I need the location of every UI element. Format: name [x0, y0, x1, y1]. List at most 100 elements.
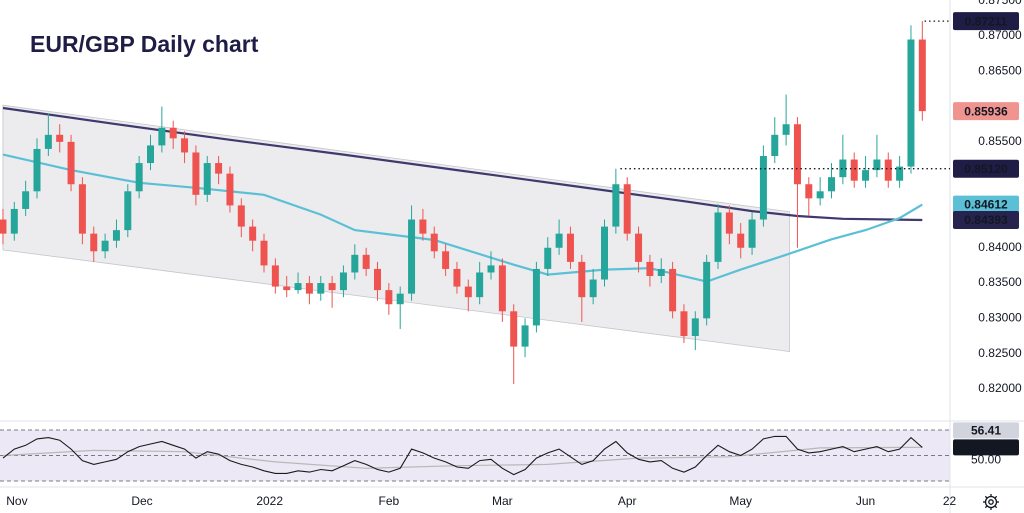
- x-tick-label: Dec: [131, 494, 152, 508]
- rsi-tick-label: 50.00: [971, 453, 1001, 467]
- x-tick-label: Feb: [379, 494, 400, 508]
- candle-body: [907, 39, 915, 167]
- price-badge-label: 0.84612: [964, 198, 1008, 212]
- candle-body: [249, 226, 257, 241]
- candle-body: [22, 191, 30, 209]
- candle-body: [601, 226, 609, 280]
- candle-body: [532, 268, 540, 326]
- candle-body: [56, 134, 64, 142]
- price-badge-label: 0.84393: [964, 213, 1008, 227]
- candle-body: [158, 127, 166, 146]
- rsi-pane: [0, 429, 950, 482]
- candle-body: [737, 233, 745, 248]
- candle-body: [408, 219, 416, 294]
- y-tick-label: 0.85500: [978, 134, 1022, 148]
- axis-layer: 0.87500 0.87000 0.86500 0.85500 0.84000 0.835…: [6, 0, 1022, 508]
- candle-body: [555, 233, 563, 248]
- rsi-badge: [953, 422, 1019, 439]
- y-tick-label: 0.84000: [978, 240, 1022, 254]
- candle-body: [215, 163, 223, 174]
- candle-body: [317, 283, 325, 294]
- x-tick-label: May: [729, 494, 752, 508]
- candle-body: [612, 184, 620, 227]
- candle-body: [169, 127, 177, 139]
- x-tick-label: Jun: [856, 494, 875, 508]
- candle-body: [464, 286, 472, 298]
- candle-body: [793, 124, 801, 185]
- candle-body: [771, 134, 779, 156]
- y-tick-label: 0.86500: [978, 63, 1022, 77]
- candle-body: [396, 293, 404, 305]
- rsi-badge-label: 56.41: [971, 424, 1001, 438]
- candle-body: [850, 159, 858, 181]
- candle-body: [521, 325, 529, 347]
- candle-body: [862, 170, 870, 181]
- candle-body: [759, 156, 767, 220]
- candle-body: [510, 311, 518, 347]
- y-tick-label: 0.87000: [978, 28, 1022, 42]
- channel: [2, 104, 790, 352]
- candle-body: [419, 219, 427, 234]
- candle-body: [725, 212, 733, 234]
- x-tick-label: Mar: [492, 494, 513, 508]
- candle-body: [442, 251, 450, 269]
- price-pane: [0, 21, 926, 384]
- candle-body: [430, 233, 438, 252]
- candle-body: [896, 166, 904, 181]
- candle-body: [657, 268, 665, 276]
- candle-body: [816, 191, 824, 199]
- price-badge: [953, 211, 1019, 230]
- y-tick-label: 0.83500: [978, 275, 1022, 289]
- candle-body: [181, 138, 189, 153]
- candle-body: [294, 283, 302, 291]
- candle-body: [67, 141, 75, 185]
- candle-body: [135, 163, 143, 192]
- price-badge: [953, 159, 1019, 178]
- candle-body: [192, 152, 200, 195]
- price-badge: [953, 195, 1019, 214]
- candle-body: [669, 268, 677, 312]
- x-tick-label: Nov: [6, 494, 27, 508]
- rsi-badge: [953, 439, 1019, 456]
- candle-body: [226, 173, 234, 206]
- candle-body: [566, 233, 574, 262]
- candle-body: [203, 163, 211, 195]
- candle-body: [351, 254, 359, 273]
- candle-body: [362, 254, 370, 269]
- candle-body: [589, 279, 597, 298]
- candle-body: [782, 124, 790, 135]
- candle-body: [90, 233, 98, 252]
- candle-body: [748, 219, 756, 248]
- rsi-signal: [2, 446, 923, 469]
- y-tick-label: 0.82000: [978, 381, 1022, 395]
- candle-body: [147, 145, 155, 164]
- candle-body: [476, 272, 484, 298]
- candle-body: [918, 39, 926, 112]
- candle-body: [578, 261, 586, 298]
- candle-body: [385, 290, 393, 305]
- candle-body: [691, 318, 699, 336]
- x-tick-label: Apr: [618, 494, 637, 508]
- candle-body: [544, 247, 552, 269]
- candle-body: [884, 159, 892, 181]
- candle-body: [374, 268, 382, 291]
- candle-body: [33, 148, 41, 192]
- x-tick-label: 22: [943, 494, 957, 508]
- rsi-badge-label: 56.33: [971, 441, 1001, 455]
- candle-body: [339, 272, 347, 291]
- candle-body: [839, 159, 847, 178]
- chart-title: EUR/GBP Daily chart: [30, 31, 259, 57]
- candle-body: [271, 265, 279, 287]
- candle-body: [305, 283, 313, 294]
- candle-body: [635, 233, 643, 262]
- candle-body: [260, 240, 268, 266]
- y-tick-label: 0.82500: [978, 346, 1022, 360]
- candle-body: [680, 311, 688, 336]
- rsi-line: [2, 435, 923, 476]
- price-badge: [953, 102, 1019, 121]
- y-tick-label: 0.87500: [978, 0, 1022, 7]
- settings-icon[interactable]: [983, 494, 999, 510]
- candle-body: [646, 261, 654, 276]
- price-badge-label: 0.85120: [964, 162, 1008, 176]
